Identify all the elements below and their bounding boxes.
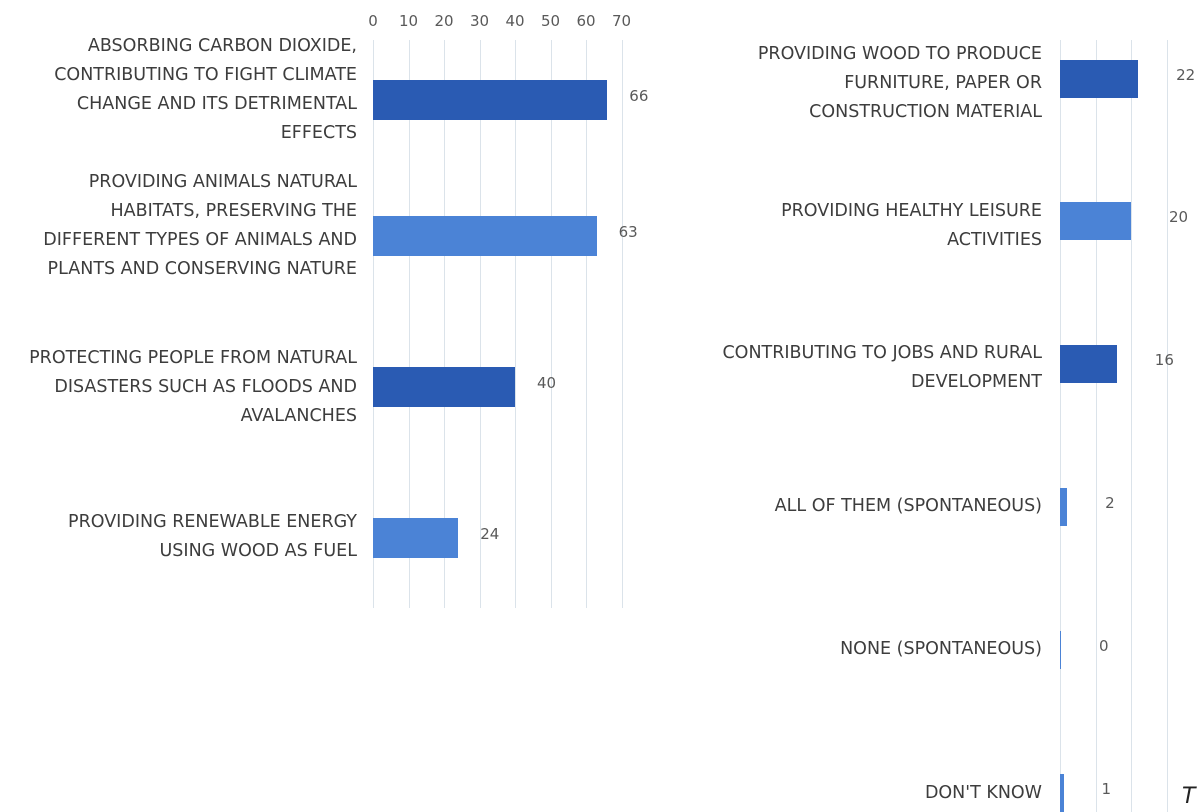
value-label: 66 [629,87,649,105]
category-label: PROTECTING PEOPLE FROM NATURAL DISASTERS… [29,348,357,426]
bar [1060,488,1068,526]
gridline [1095,40,1097,812]
category-label: NONE (SPONTANEOUS) [840,639,1042,659]
value-label: 63 [618,223,638,241]
x-tick-label: 40 [505,12,525,30]
bar [1060,345,1117,383]
x-tick-label: 10 [398,12,419,30]
bar [373,80,608,120]
x-tick-label: 20 [434,12,454,30]
category-label: CONTRIBUTING TO JOBS AND RURAL DEVELOPME… [722,343,1042,392]
gridline [1131,40,1132,812]
category-label: PROVIDING RENEWABLE ENERGY USING WOOD AS… [68,512,357,561]
category-label: PROVIDING WOOD TO PRODUCE FURNITURE, PAP… [757,44,1042,122]
value-label: 2 [1105,494,1115,512]
category-label: PROVIDING HEALTHY LEISURE ACTIVITIES [781,201,1042,250]
category-label: ABSORBING CARBON DIOXIDE, CONTRIBUTING T… [54,36,357,143]
value-label: 22 [1176,66,1196,84]
gridline [1166,40,1168,812]
value-label: 1 [1101,780,1112,798]
value-label: 20 [1169,208,1189,226]
value-label: 40 [537,374,557,392]
x-tick-label: 70 [611,12,632,30]
x-tick-label: 60 [576,12,596,30]
x-tick-label: 30 [469,12,490,30]
gridline [550,40,552,608]
gridline [621,40,623,608]
gridline [586,40,587,608]
gridline [408,40,410,608]
bar [373,216,597,256]
value-label: 16 [1154,351,1174,369]
bar [1060,60,1139,98]
value-label: 0 [1099,637,1109,655]
gridline [444,40,445,608]
bar [1060,631,1061,669]
gridline [479,40,481,608]
gridline [373,40,374,608]
bar [373,367,515,407]
bar [373,518,459,558]
x-tick-label: 0 [368,12,378,30]
bar [1060,202,1131,240]
value-label: 24 [480,525,500,543]
category-label: PROVIDING ANIMALS NATURAL HABITATS, PRES… [43,172,357,279]
gridline [515,40,516,608]
cut-off-text: T [1182,784,1196,809]
bar [1060,774,1064,812]
gridline [1060,40,1061,812]
category-label: ALL OF THEM (SPONTANEOUS) [774,496,1042,516]
x-tick-label: 50 [540,12,561,30]
category-label: DON'T KNOW [924,783,1042,803]
